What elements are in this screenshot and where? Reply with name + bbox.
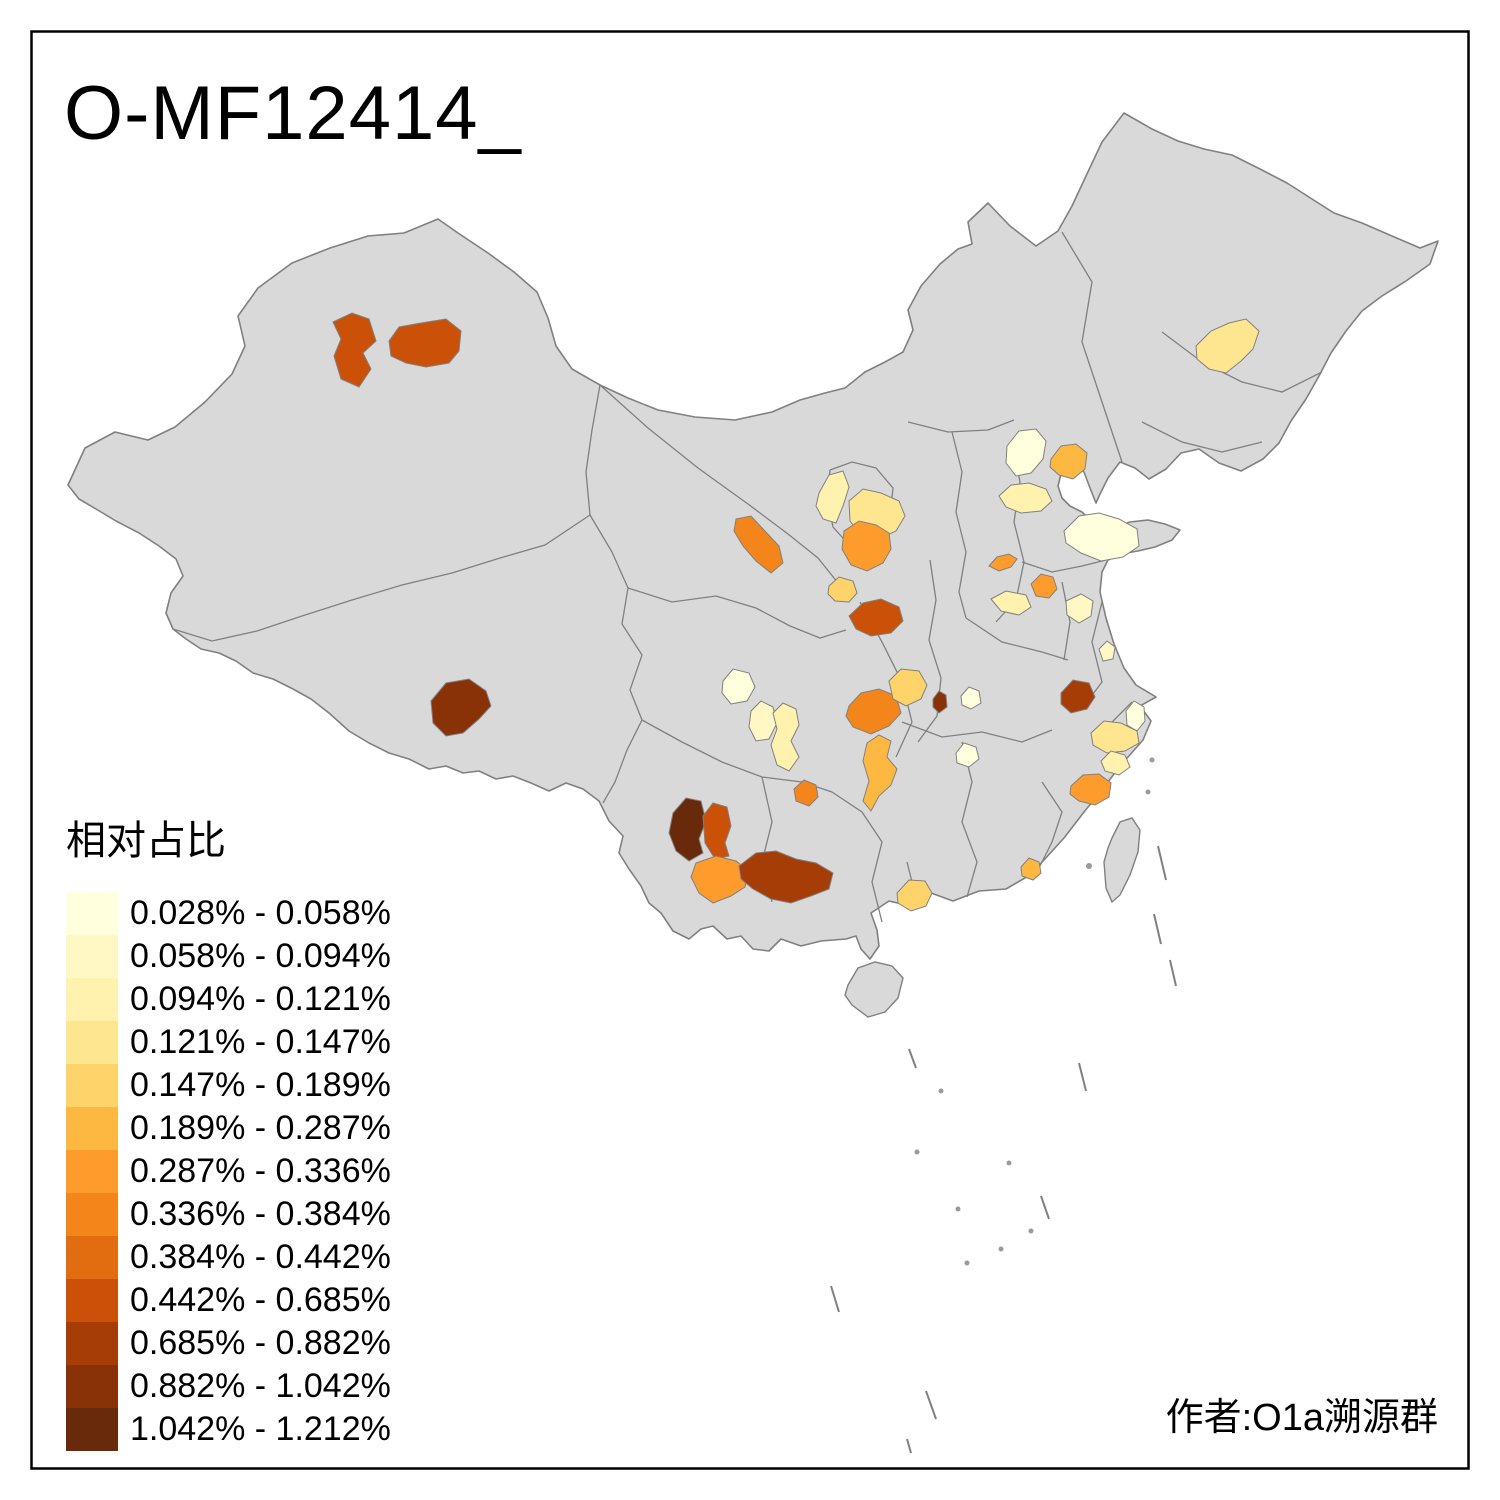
legend-swatch <box>66 1150 118 1193</box>
map-region-ningxia-orange <box>841 520 892 572</box>
legend-label: 0.028% - 0.058% <box>130 894 391 932</box>
map-region-gansu-diagonal <box>733 515 784 574</box>
legend-swatch <box>66 1408 118 1451</box>
legend-row: 0.094% - 0.121% <box>66 978 391 1021</box>
legend-label: 0.882% - 1.042% <box>130 1367 391 1405</box>
map-region-ningxia-pale-west <box>815 470 850 524</box>
map-region-gansu-south-light <box>827 576 858 603</box>
map-region-hubei-cream-1 <box>960 686 982 710</box>
legend-swatch <box>66 1279 118 1322</box>
province-borders <box>172 231 1323 923</box>
legend-label: 0.384% - 0.442% <box>130 1238 391 1276</box>
plot-frame <box>30 30 1470 1470</box>
map-region-sichuan-pale-1 <box>748 700 778 742</box>
map-region-fujian-coast-light <box>1020 857 1042 881</box>
legend-label: 0.287% - 0.336% <box>130 1152 391 1190</box>
map-region-guangdong-light <box>896 879 933 912</box>
map-region-anhui-dark <box>1060 679 1096 714</box>
map-region-shandong-pale <box>1063 512 1140 562</box>
legend-row: 0.058% - 0.094% <box>66 935 391 978</box>
legend-label: 0.442% - 0.685% <box>130 1281 391 1319</box>
legend-row: 0.189% - 0.287% <box>66 1107 391 1150</box>
map-region-hubei-dark-dot <box>932 690 948 714</box>
map-region-wenzhou-orange <box>1069 773 1112 806</box>
legend-swatch <box>66 1021 118 1064</box>
legend-row: 0.121% - 0.147% <box>66 1021 391 1064</box>
legend-label: 0.121% - 0.147% <box>130 1023 391 1061</box>
sea-boundary-dashes <box>830 845 1177 1454</box>
map-region-zhejiang-pale-north <box>1090 720 1140 754</box>
map-region-hubei-west-light <box>888 668 928 707</box>
hainan-island <box>844 961 904 1018</box>
map-region-tangshan-orange <box>1049 443 1088 480</box>
legend-swatch <box>66 1322 118 1365</box>
page-title: O-MF12414_ <box>64 71 522 156</box>
legend-label: 0.336% - 0.384% <box>130 1195 391 1233</box>
legend-swatch <box>66 1236 118 1279</box>
legend-row: 0.336% - 0.384% <box>66 1193 391 1236</box>
legend: 相对占比 0.028% - 0.058% 0.058% - 0.094% 0.0… <box>66 808 391 1451</box>
legend-row: 0.685% - 0.882% <box>66 1322 391 1365</box>
map-region-nw-xinjiang-west <box>332 312 377 388</box>
map-region-shaanxi-dark <box>848 598 904 637</box>
map-region-yunnan-dark-adjacent <box>702 802 732 860</box>
map-region-hubei-cream-2 <box>955 742 980 768</box>
map-region-zhejiang-pale-south <box>1100 750 1131 776</box>
legend-row: 0.384% - 0.442% <box>66 1236 391 1279</box>
map-region-yunnan-south <box>690 855 750 904</box>
legend-swatch <box>66 1107 118 1150</box>
legend-row: 0.882% - 1.042% <box>66 1365 391 1408</box>
taiwan-island <box>1103 817 1141 904</box>
legend-label: 0.147% - 0.189% <box>130 1066 391 1104</box>
small-islands <box>914 757 1155 1266</box>
legend-label: 0.189% - 0.287% <box>130 1109 391 1147</box>
map-region-jilin-pale <box>1195 318 1260 374</box>
map-region-tibet-lhasa <box>430 678 492 737</box>
legend-swatch <box>66 1064 118 1107</box>
legend-label: 1.042% - 1.212% <box>130 1410 391 1448</box>
map-region-shanghai-pale <box>1125 700 1146 732</box>
map-region-yunnan-southeast-dark <box>738 850 834 904</box>
map-region-yunnan-darkest <box>668 797 707 862</box>
legend-title: 相对占比 <box>66 819 226 863</box>
map-region-henan-orange <box>1030 573 1058 599</box>
map-region-jiangsu-pale-1 <box>1065 593 1094 624</box>
legend-row: 0.147% - 0.189% <box>66 1064 391 1107</box>
legend-row: 1.042% - 1.212% <box>66 1408 391 1451</box>
legend-swatch <box>66 892 118 935</box>
legend-swatch <box>66 978 118 1021</box>
map-region-sichuan-pale-2 <box>770 702 800 772</box>
map-region-hunan-strip <box>862 734 898 812</box>
legend-row: 0.028% - 0.058% <box>66 892 391 935</box>
choropleth-regions <box>332 312 1260 912</box>
legend-label: 0.058% - 0.094% <box>130 937 391 975</box>
legend-swatch <box>66 1193 118 1236</box>
map-region-jiangsu-pale-2 <box>1098 640 1116 662</box>
map-region-nw-xinjiang-east <box>388 318 462 368</box>
legend-row: 0.287% - 0.336% <box>66 1150 391 1193</box>
map-region-sichuan-cream <box>721 668 756 705</box>
map-region-henan-sliver-orange <box>988 553 1018 572</box>
legend-swatch <box>66 1365 118 1408</box>
map-region-hebei-pale <box>998 482 1053 514</box>
legend-row: 0.442% - 0.685% <box>66 1279 391 1322</box>
attribution-text: 作者:O1a溯源群 <box>1165 1397 1438 1439</box>
legend-swatch <box>66 935 118 978</box>
map-region-beijing-cream <box>1005 428 1047 477</box>
legend-label: 0.685% - 0.882% <box>130 1324 391 1362</box>
map-region-henan-south-pale <box>990 590 1032 616</box>
map-region-chongqing-orange <box>845 688 902 735</box>
legend-label: 0.094% - 0.121% <box>130 980 391 1018</box>
map-region-guizhou-west <box>793 779 819 807</box>
